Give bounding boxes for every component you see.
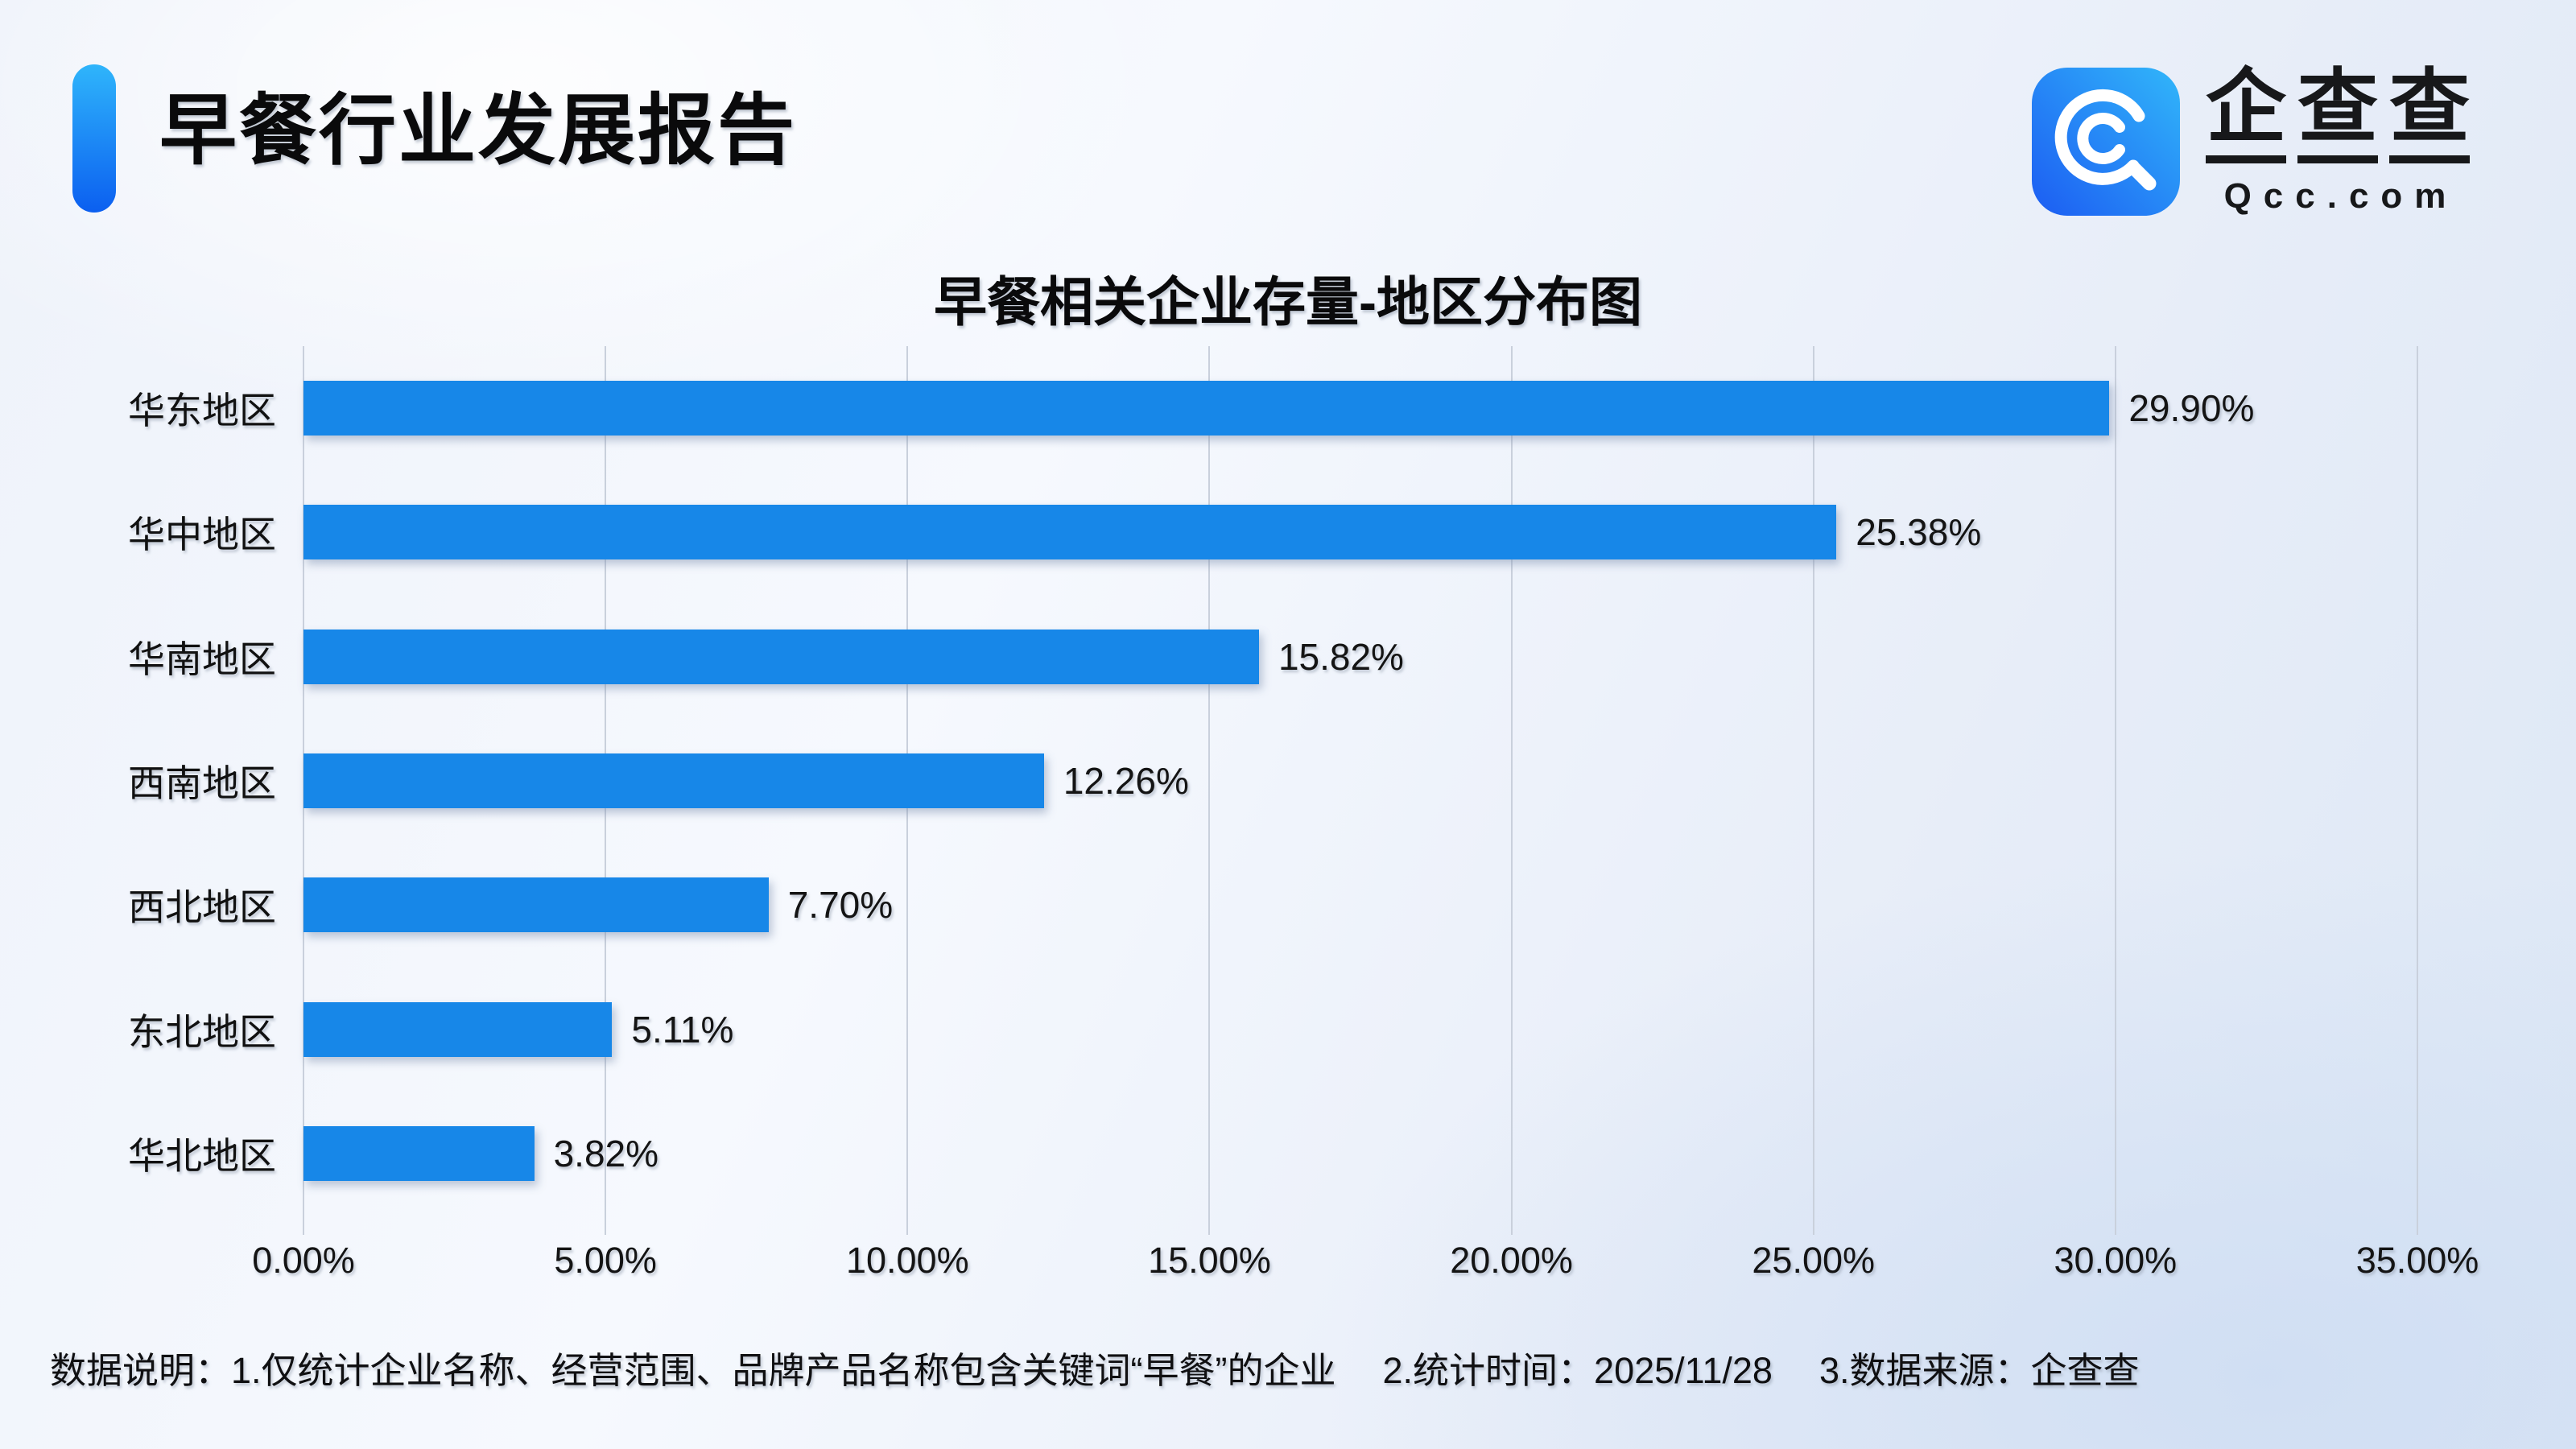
brand-char: 企 [2206, 67, 2286, 163]
x-axis: 0.00% 5.00% 10.00% 15.00% 20.00% 25.00% 30.00%… [252, 1240, 2479, 1288]
gridline [2114, 346, 2116, 1235]
category-label: 西北地区 [128, 886, 276, 929]
footer-note-prefix: 数据说明： [50, 1350, 232, 1391]
footer-note-item: 1.仅统计企业名称、经营范围、品牌产品名称包含关键词“早餐”的企业 [231, 1350, 1336, 1391]
gridline [2417, 346, 2418, 1235]
gridline [1812, 346, 1814, 1235]
x-tick-label: 25.00% [1752, 1240, 1876, 1281]
x-tick-label: 35.00% [2355, 1240, 2479, 1281]
category-label: 华北地区 [128, 1134, 276, 1177]
footer-note-item: 2.统计时间：2025/11/28 [1382, 1350, 1773, 1391]
bar-row: 华南地区 15.82% [128, 595, 2417, 719]
bar-row: 华东地区 29.90% [128, 346, 2417, 470]
x-tick-label: 0.00% [252, 1240, 355, 1281]
bar-row: 华中地区 25.38% [128, 470, 2417, 594]
category-label: 华中地区 [128, 514, 276, 556]
x-tick-label: 10.00% [845, 1240, 969, 1281]
brand-domain: Qcc.com [2223, 176, 2458, 216]
value-label: 12.26% [1063, 759, 1189, 802]
bar [303, 1001, 613, 1057]
x-tick-label: 30.00% [2054, 1240, 2178, 1281]
x-tick-label: 15.00% [1148, 1240, 1271, 1281]
category-label: 华南地区 [128, 638, 276, 680]
category-label: 华东地区 [128, 390, 276, 432]
value-label: 5.11% [631, 1008, 734, 1051]
gridline [1208, 346, 1211, 1235]
qcc-magnifier-icon [2032, 68, 2180, 216]
bar [303, 381, 2110, 436]
bar [303, 753, 1044, 808]
value-label: 15.82% [1278, 635, 1404, 678]
value-label: 7.70% [787, 884, 894, 927]
brand-name: 企查查 [2206, 67, 2470, 163]
x-tick-label: 5.00% [554, 1240, 657, 1281]
footer-note: 数据说明：1.仅统计企业名称、经营范围、品牌产品名称包含关键词“早餐”的企业 2.… [50, 1341, 2139, 1393]
value-label: 29.90% [2128, 387, 2255, 430]
bar [303, 877, 769, 933]
bar [303, 505, 1837, 560]
bar-row: 西北地区 7.70% [128, 843, 2417, 967]
category-label: 西南地区 [128, 762, 276, 804]
bar [303, 629, 1259, 684]
qcc-logo-text: 企查查 Qcc.com [2206, 67, 2470, 217]
footer-note-item: 3.数据来源：企查查 [1818, 1350, 2140, 1391]
value-label: 3.82% [553, 1132, 659, 1174]
bar-row: 东北地区 5.11% [128, 967, 2417, 1091]
gridline [1510, 346, 1513, 1235]
category-label: 东北地区 [128, 1010, 276, 1053]
bar [303, 1125, 535, 1181]
bar-row: 西南地区 12.26% [128, 719, 2417, 843]
bar-row: 华北地区 3.82% [128, 1092, 2417, 1216]
page-title: 早餐行业发展报告 [159, 88, 797, 174]
qcc-logo: 企查查 Qcc.com [2032, 67, 2470, 217]
brand-char: 查 [2297, 67, 2378, 163]
chart-title: 早餐相关企业存量-地区分布图 [934, 272, 1642, 332]
x-tick-label: 20.00% [1450, 1240, 1573, 1281]
title-accent-bar [72, 64, 116, 213]
bar-chart-plot: 华东地区 29.90% 华中地区 25.38% 华南地区 15.82% 西南地区 12.26%… [128, 346, 2418, 1235]
brand-char: 查 [2389, 67, 2470, 163]
value-label: 25.38% [1856, 511, 1982, 554]
